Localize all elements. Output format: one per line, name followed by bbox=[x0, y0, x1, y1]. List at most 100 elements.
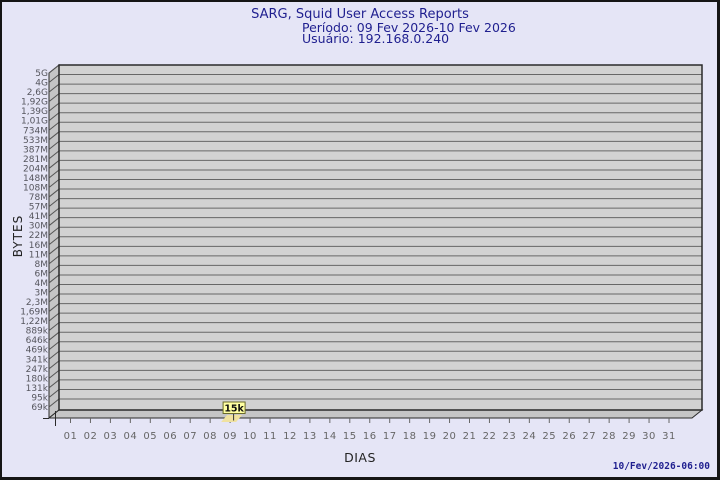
x-tick-label: 06 bbox=[163, 431, 177, 442]
y-tick-label: 6M bbox=[35, 269, 49, 279]
y-tick-label: 281M bbox=[23, 155, 48, 165]
y-tick-label: 341k bbox=[26, 355, 49, 365]
x-tick-label: 11 bbox=[263, 431, 277, 442]
y-tick-mark bbox=[48, 198, 60, 207]
y-tick-label: 57M bbox=[29, 203, 48, 213]
y-tick-mark bbox=[48, 83, 60, 93]
y-tick-label: 69k bbox=[31, 403, 48, 413]
y-tick-label: 5G bbox=[35, 69, 48, 79]
x-tick-label: 22 bbox=[483, 431, 497, 442]
x-tick-label: 04 bbox=[123, 431, 137, 442]
y-tick-mark bbox=[48, 398, 60, 408]
y-tick-mark bbox=[48, 150, 60, 160]
y-tick-label: 1,92G bbox=[21, 98, 48, 108]
x-tick-label: 28 bbox=[602, 431, 616, 442]
y-tick-label: 41M bbox=[29, 212, 48, 222]
y-tick-mark bbox=[48, 131, 60, 141]
y-tick-label: 2,6G bbox=[27, 88, 48, 98]
x-tick-label: 18 bbox=[403, 431, 417, 442]
y-tick-label: 8M bbox=[35, 260, 49, 270]
y-tick-label: 16M bbox=[29, 241, 48, 251]
y-tick-label: 30M bbox=[29, 222, 48, 232]
y-tick-mark bbox=[48, 369, 60, 379]
y-tick-mark bbox=[48, 255, 60, 265]
y-tick-mark bbox=[48, 265, 60, 274]
y-tick-mark bbox=[48, 379, 60, 389]
y-tick-label: 22M bbox=[29, 231, 48, 241]
y-tick-mark bbox=[48, 341, 60, 351]
x-tick-label: 13 bbox=[303, 431, 317, 442]
x-tick-label: 19 bbox=[423, 431, 437, 442]
x-axis-title: DIAS bbox=[344, 450, 376, 465]
y-tick-label: 108M bbox=[23, 184, 48, 194]
x-tick-label: 21 bbox=[463, 431, 477, 442]
y-tick-mark bbox=[48, 140, 60, 150]
y-tick-mark bbox=[48, 284, 60, 293]
y-tick-label: 533M bbox=[23, 136, 48, 146]
report-user: Usuário: 192.168.0.240 bbox=[302, 30, 450, 46]
y-tick-mark bbox=[48, 312, 60, 322]
y-tick-label: 180k bbox=[26, 374, 49, 384]
y-tick-mark bbox=[48, 102, 60, 112]
y-tick-mark bbox=[48, 293, 60, 303]
report-period: Período: 09 Fev 2026-10 Fev 2026 bbox=[302, 20, 516, 35]
bar-value-label: 15k bbox=[224, 404, 244, 415]
y-tick-label: 148M bbox=[23, 174, 48, 184]
y-tick-label: 1,22M bbox=[20, 317, 48, 327]
x-tick-label: 17 bbox=[383, 431, 397, 442]
y-tick-label: 469k bbox=[26, 346, 49, 356]
x-tick-label: 05 bbox=[143, 431, 157, 442]
x-tick-label: 07 bbox=[183, 431, 197, 442]
y-tick-mark bbox=[48, 322, 60, 332]
y-tick-label: 1,69M bbox=[20, 308, 48, 318]
x-tick-label: 30 bbox=[642, 431, 656, 442]
y-tick-mark bbox=[48, 236, 60, 246]
y-tick-mark bbox=[48, 93, 60, 103]
y-tick-label: 95k bbox=[31, 393, 48, 403]
axis-floor-3d bbox=[47, 409, 704, 419]
y-tick-label: 3M bbox=[35, 288, 49, 298]
y-tick-label: 11M bbox=[29, 250, 48, 260]
y-tick-label: 131k bbox=[26, 384, 49, 394]
x-tick-label: 15 bbox=[343, 431, 357, 442]
y-tick-mark bbox=[48, 274, 60, 284]
y-tick-label: 4M bbox=[35, 279, 49, 289]
y-tick-mark bbox=[48, 121, 60, 131]
x-tick-label: 10 bbox=[243, 431, 257, 442]
x-tick-label: 31 bbox=[662, 431, 676, 442]
x-tick-label: 09 bbox=[223, 431, 237, 442]
data-bar-day-09 bbox=[221, 415, 243, 422]
plot-area bbox=[59, 65, 702, 410]
y-tick-mark bbox=[48, 160, 60, 169]
x-tick-label: 14 bbox=[323, 431, 337, 442]
x-tick-label: 20 bbox=[443, 431, 457, 442]
y-tick-label: 646k bbox=[26, 336, 49, 346]
plot-border bbox=[58, 64, 703, 411]
y-tick-mark bbox=[48, 112, 60, 122]
y-tick-label: 2,3M bbox=[26, 298, 48, 308]
y-tick-label: 1,39G bbox=[21, 107, 48, 117]
x-tick-label: 08 bbox=[203, 431, 217, 442]
x-tick-label: 29 bbox=[622, 431, 636, 442]
y-tick-mark bbox=[48, 360, 60, 370]
x-tick-label: 16 bbox=[363, 431, 377, 442]
report-timestamp: 10/Fev/2026-06:00 bbox=[612, 461, 710, 472]
y-tick-label: 4G bbox=[35, 79, 48, 89]
y-tick-mark bbox=[48, 207, 60, 217]
y-tick-mark bbox=[48, 64, 60, 74]
x-tick-label: 12 bbox=[283, 431, 297, 442]
y-tick-mark bbox=[48, 226, 60, 236]
y-tick-mark bbox=[48, 179, 60, 188]
y-tick-mark bbox=[48, 389, 60, 398]
x-tick-label: 26 bbox=[562, 431, 576, 442]
y-tick-label: 204M bbox=[23, 164, 48, 174]
y-tick-mark bbox=[48, 331, 60, 341]
y-tick-mark bbox=[48, 74, 60, 83]
y-tick-mark bbox=[48, 188, 60, 198]
x-tick-label: 24 bbox=[522, 431, 536, 442]
x-tick-label: 02 bbox=[84, 431, 98, 442]
bar-value-callout bbox=[222, 401, 246, 414]
y-tick-mark bbox=[48, 245, 60, 255]
